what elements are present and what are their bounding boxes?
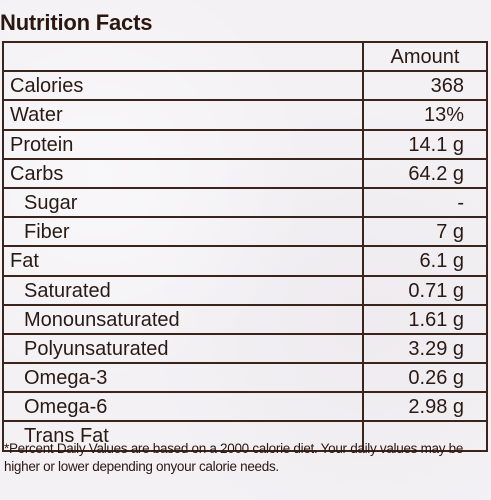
row-label: Omega-3 (4, 364, 364, 394)
row-label: Polyunsaturated (4, 334, 364, 365)
row-label: Carbs (4, 159, 364, 189)
page-title: Nutrition Facts (0, 10, 153, 35)
table-row: Trans Fat (4, 422, 486, 452)
table-row: Water 13% (4, 101, 486, 131)
daily-value-footnote: *Percent Daily Values are based on a 200… (4, 441, 464, 474)
table-row: Omega-6 2.98 g (4, 393, 486, 423)
row-label: Trans Fat (4, 422, 364, 452)
table-row: Polyunsaturated 3.29 g (4, 334, 486, 365)
row-amount: 2.98 g (364, 393, 486, 423)
table-row: Calories 368 (4, 72, 486, 102)
row-label: Saturated (4, 276, 364, 306)
row-label: Calories (4, 72, 364, 102)
row-label: Fat (4, 247, 364, 277)
row-label: Sugar (4, 188, 364, 219)
row-amount: 6.1 g (364, 247, 486, 277)
row-amount: 0.71 g (364, 277, 486, 306)
table-row: Protein 14.1 g (4, 130, 486, 160)
nutrition-table: Amount Calories 368 Water 13% Protein 14… (2, 41, 488, 452)
table-row: Fiber 7 g (4, 218, 486, 248)
table-row: Fat 6.1 g (4, 247, 486, 277)
table-row: Sugar - (4, 188, 486, 219)
table-header-row: Amount (4, 43, 486, 73)
row-amount: 368 (364, 72, 486, 102)
row-amount: 1.61 g (364, 306, 486, 335)
header-label-cell (4, 43, 364, 73)
header-amount: Amount (364, 43, 486, 73)
row-amount: 14.1 g (364, 131, 486, 160)
table-row: Saturated 0.71 g (4, 276, 486, 306)
row-label: Fiber (4, 218, 364, 248)
row-amount: 64.2 g (364, 160, 486, 189)
row-label: Omega-6 (4, 393, 364, 423)
row-label: Protein (4, 130, 364, 160)
row-amount (364, 422, 486, 452)
row-amount: - (364, 189, 486, 219)
table-row: Carbs 64.2 g (4, 159, 486, 189)
table-row: Monounsaturated 1.61 g (4, 305, 486, 335)
row-label: Water (4, 101, 364, 131)
row-amount: 3.29 g (364, 335, 486, 365)
row-label: Monounsaturated (4, 305, 364, 335)
row-amount: 7 g (364, 218, 486, 248)
row-amount: 0.26 g (364, 364, 486, 394)
table-row: Omega-3 0.26 g (4, 364, 486, 394)
row-amount: 13% (364, 101, 486, 131)
